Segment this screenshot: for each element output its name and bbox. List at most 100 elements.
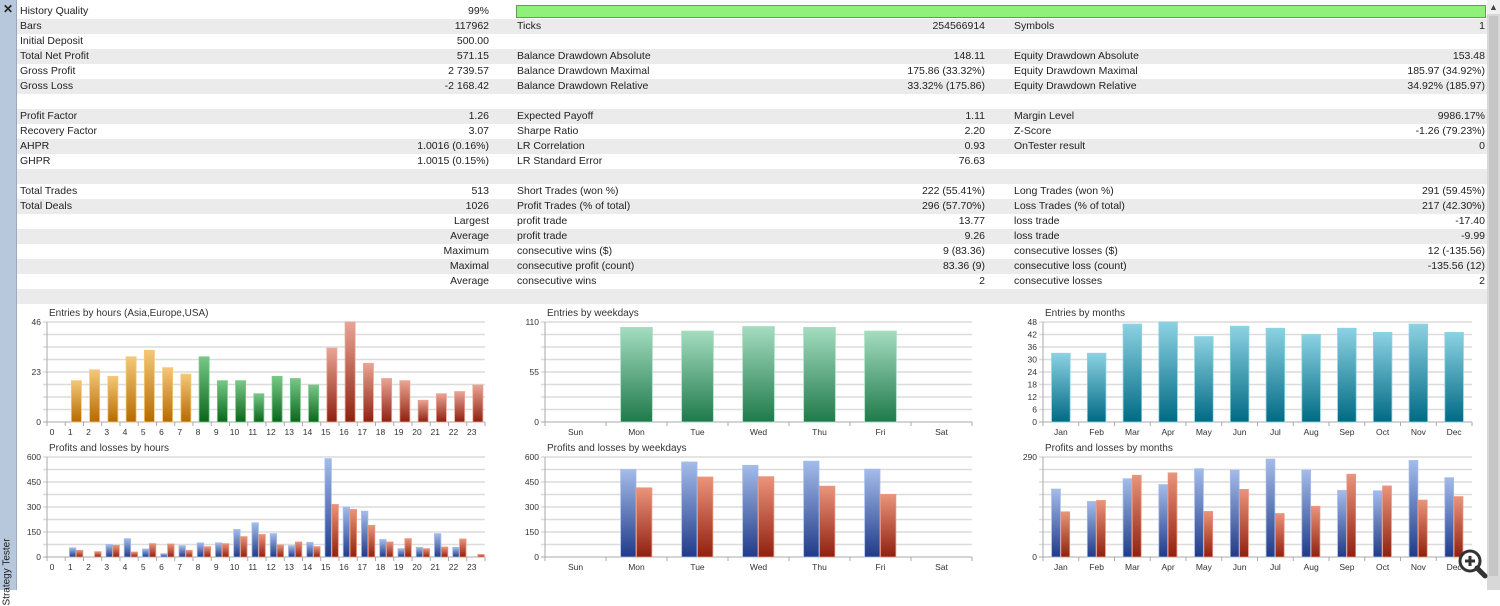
bar-4 <box>125 356 137 423</box>
profit-bar-12 <box>269 533 278 558</box>
scroll-up-arrow-icon[interactable]: ▲ <box>1487 0 1500 14</box>
x-tick-label: 8 <box>196 562 201 572</box>
bar-Jul <box>1265 327 1286 423</box>
stat-value: 500.00 <box>456 35 489 47</box>
stat-label: Symbols <box>1014 20 1055 32</box>
y-tick-label: 12 <box>1028 392 1038 402</box>
x-tick-label: Mon <box>628 427 645 437</box>
x-tick-label: 3 <box>104 427 109 437</box>
stat-label: consecutive wins ($) <box>517 245 613 257</box>
loss-bar-21 <box>440 546 449 558</box>
loss-bar-14 <box>313 546 321 558</box>
close-icon[interactable]: ✕ <box>3 2 14 16</box>
x-tick-label: 7 <box>177 427 182 437</box>
x-tick-label: 11 <box>248 427 257 437</box>
x-tick-label: 12 <box>266 427 276 437</box>
y-tick-label: 600 <box>27 452 41 462</box>
x-tick-label: 22 <box>449 562 459 572</box>
stat-value: 296 (57.70%) <box>921 200 985 212</box>
y-tick-label: 0 <box>36 417 41 427</box>
x-tick-label: 19 <box>394 427 404 437</box>
bar-22 <box>454 391 466 423</box>
x-tick-label: Sun <box>568 562 583 572</box>
stat-label: LR Standard Error <box>517 155 603 167</box>
stat-label: AHPR <box>20 140 50 152</box>
vertical-scrollbar[interactable]: ▲ <box>1487 0 1500 590</box>
x-tick-label: 4 <box>123 562 128 572</box>
x-tick-label: 8 <box>196 427 201 437</box>
loss-bar-Tue <box>697 476 714 558</box>
stat-label: Profit Factor <box>20 110 78 122</box>
stat-value: 0.93 <box>964 140 985 152</box>
loss-bar-10 <box>240 536 248 558</box>
x-tick-label: 5 <box>141 427 146 437</box>
x-tick-label: Dec <box>1447 562 1463 572</box>
stats-row <box>17 94 1487 109</box>
stat-label: GHPR <box>20 155 51 167</box>
x-tick-label: Apr <box>1162 562 1175 572</box>
x-tick-label: 1 <box>68 562 73 572</box>
loss-bar-Dec <box>1453 496 1464 558</box>
y-tick-label: 30 <box>1028 355 1038 365</box>
x-tick-label: Jun <box>1233 562 1247 572</box>
stat-value: 3.07 <box>468 125 489 137</box>
stat-value: 2 739.57 <box>448 65 489 77</box>
profit-bar-Mon <box>620 469 637 558</box>
stat-value: -135.56 (12) <box>1427 260 1485 272</box>
loss-bar-23 <box>477 554 485 558</box>
bar-1 <box>70 380 82 423</box>
bar-18 <box>381 378 393 423</box>
profit-bar-Jul <box>1265 458 1276 558</box>
stat-value: 2.20 <box>964 125 985 137</box>
stats-row: Gross Loss -2 168.42 Balance Drawdown Rela… <box>17 79 1487 94</box>
stat-value: 1.11 <box>965 110 985 122</box>
x-tick-label: 23 <box>467 427 477 437</box>
stat-value: Maximum <box>443 245 489 257</box>
loss-bar-Mon <box>636 487 653 558</box>
y-tick-label: 6 <box>1032 405 1037 415</box>
x-tick-label: Mon <box>628 562 645 572</box>
x-tick-label: 14 <box>303 427 313 437</box>
bar-14 <box>308 384 320 423</box>
stat-label: consecutive wins <box>517 275 597 287</box>
loss-bar-7 <box>185 549 193 558</box>
loss-bar-19 <box>404 538 412 558</box>
bar-Dec <box>1444 332 1464 423</box>
loss-bar-20 <box>422 548 430 558</box>
y-tick-label: 450 <box>525 477 539 487</box>
stat-label: Margin Level <box>1014 110 1075 122</box>
x-tick-label: 7 <box>177 562 182 572</box>
x-tick-label: Wed <box>750 427 768 437</box>
bar-8 <box>198 356 210 423</box>
bar-Mar <box>1122 323 1143 423</box>
bar-15 <box>326 347 338 423</box>
profit-bar-8 <box>196 542 205 558</box>
profit-bar-Aug <box>1301 469 1312 558</box>
stat-value: 13.77 <box>958 215 985 227</box>
x-tick-label: Jan <box>1054 427 1068 437</box>
x-tick-label: May <box>1196 427 1213 437</box>
bar-Oct <box>1372 332 1393 423</box>
profit-bar-3 <box>105 544 113 558</box>
x-tick-label: Oct <box>1376 562 1390 572</box>
x-tick-label: Dec <box>1447 427 1463 437</box>
stats-row: Bars 117962 Ticks 254566914 Symbols 1 <box>17 19 1487 34</box>
loss-bar-18 <box>386 541 394 558</box>
history-quality-label: History Quality <box>20 5 89 17</box>
x-tick-label: 18 <box>376 427 386 437</box>
x-tick-label: 6 <box>159 562 164 572</box>
side-panel-strip: ✕ Strategy Tester <box>0 0 17 606</box>
x-tick-label: Jul <box>1270 562 1281 572</box>
x-tick-label: 9 <box>214 562 219 572</box>
loss-bar-Feb <box>1096 500 1106 558</box>
zoom-in-icon[interactable] <box>1456 547 1488 579</box>
x-tick-label: 11 <box>248 562 257 572</box>
scrollbar-thumb[interactable] <box>1489 16 1498 576</box>
chart-title: Profits and losses by weekdays <box>547 443 687 454</box>
bar-16 <box>344 321 356 423</box>
stat-value: 513 <box>471 185 489 197</box>
history-quality-row: History Quality 99% <box>17 4 1487 19</box>
bar-Mon <box>620 327 653 423</box>
stat-value: 1026 <box>465 200 489 212</box>
stat-label: Gross Loss <box>20 80 74 92</box>
